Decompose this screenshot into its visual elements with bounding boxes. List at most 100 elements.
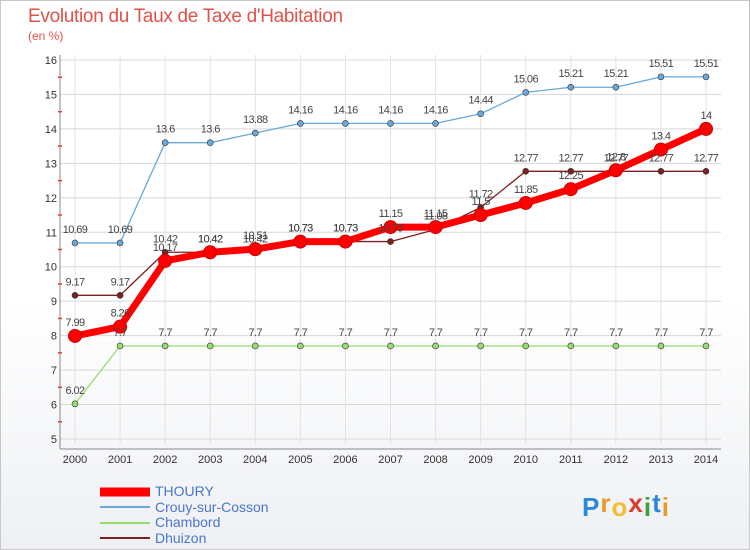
data-label: 15.51 — [694, 58, 719, 70]
data-label: 7.7 — [564, 327, 578, 339]
data-point — [518, 195, 533, 210]
data-point — [161, 342, 169, 350]
data-label: 7.7 — [519, 327, 533, 339]
legend-item: Chambord — [100, 514, 269, 531]
data-label: 12.77 — [513, 152, 538, 164]
data-label: 7.7 — [654, 327, 668, 339]
y-tick-label: 7 — [51, 365, 57, 377]
data-point — [612, 83, 620, 91]
x-tick-label: 2007 — [378, 454, 402, 466]
data-label: 7.7 — [158, 327, 172, 339]
data-point — [116, 342, 124, 350]
data-point — [699, 121, 713, 136]
data-point — [248, 242, 263, 257]
data-label: 15.21 — [559, 68, 584, 80]
data-point — [206, 139, 214, 146]
data-label: 12.8 — [606, 151, 625, 163]
logo-letter: P — [582, 492, 601, 522]
data-label: 14.16 — [288, 104, 313, 116]
data-label: 13.6 — [156, 124, 175, 136]
data-point — [522, 342, 530, 350]
legend-swatch — [100, 506, 150, 509]
legend-swatch — [100, 537, 150, 540]
data-label: 14 — [700, 110, 712, 122]
data-point — [657, 167, 665, 175]
y-tick-label: 5 — [51, 434, 57, 446]
data-point — [657, 342, 665, 350]
data-label: 10.51 — [243, 230, 268, 242]
data-label: 7.7 — [609, 327, 623, 339]
data-label: 10.42 — [198, 233, 223, 245]
data-point — [338, 234, 353, 249]
y-tick-label: 6 — [51, 400, 57, 412]
data-label: 10.73 — [378, 223, 403, 235]
data-label: 7.7 — [113, 327, 127, 339]
data-label: 15.51 — [649, 58, 674, 70]
x-tick-label: 2011 — [559, 454, 583, 466]
x-tick-label: 2006 — [333, 454, 357, 466]
y-tick-label: 8 — [51, 331, 57, 343]
data-point — [342, 342, 349, 350]
data-label: 10.73 — [333, 223, 358, 235]
data-label: 10.69 — [63, 224, 88, 236]
logo-letter: r — [600, 488, 612, 518]
x-tick-label: 2008 — [423, 454, 447, 466]
data-point — [477, 110, 484, 118]
x-tick-label: 2009 — [468, 454, 492, 466]
data-point — [612, 342, 620, 350]
data-point — [71, 292, 79, 299]
logo-letter: o — [611, 492, 629, 522]
data-point — [116, 292, 124, 299]
data-point — [206, 342, 214, 350]
data-point — [71, 400, 79, 408]
data-label: 7.7 — [203, 327, 217, 339]
data-label: 7.7 — [699, 327, 713, 339]
y-tick-label: 14 — [45, 124, 57, 136]
data-label: 10.17 — [153, 242, 178, 254]
data-point — [342, 120, 349, 127]
data-label: 10.42 — [153, 233, 178, 245]
data-point — [657, 73, 665, 81]
data-point — [432, 342, 439, 350]
data-point — [428, 220, 443, 235]
x-tick-label: 2003 — [198, 454, 222, 466]
x-tick-label: 2005 — [288, 454, 312, 466]
data-point — [387, 342, 394, 350]
x-tick-label: 2001 — [108, 454, 132, 466]
data-label: 10.42 — [198, 233, 223, 245]
data-label: 11.15 — [424, 208, 448, 220]
x-tick-label: 2000 — [63, 454, 87, 466]
data-point — [71, 239, 79, 247]
data-point — [702, 73, 710, 81]
x-tick-label: 2004 — [243, 454, 267, 466]
data-label: 7.7 — [294, 327, 308, 339]
chart-legend: THOURY Crouy-sur-Cosson Chambord Dhuizon — [100, 483, 269, 547]
data-point — [251, 342, 259, 350]
legend-label: Chambord — [155, 514, 221, 530]
data-label: 12.25 — [559, 170, 584, 182]
logo-letter: i — [661, 492, 670, 522]
data-label: 7.99 — [65, 317, 84, 329]
data-label: 14.44 — [468, 95, 493, 107]
y-tick-label: 15 — [45, 89, 57, 101]
logo-letter: x — [628, 488, 644, 518]
data-label: 7.7 — [429, 327, 443, 339]
data-label: 7.7 — [474, 327, 488, 339]
data-label: 10.69 — [108, 224, 133, 236]
data-label: 11.72 — [469, 188, 493, 200]
x-tick-label: 2010 — [513, 454, 537, 466]
data-point — [387, 120, 394, 127]
data-label: 11.85 — [514, 184, 538, 196]
x-tick-label: 2014 — [694, 454, 718, 466]
data-point — [297, 120, 304, 127]
chart-subtitle: (en %) — [28, 29, 64, 43]
legend-item: Crouy-sur-Cosson — [100, 499, 269, 516]
chart-title: Evolution du Taux de Taxe d'Habitation — [28, 6, 343, 27]
data-label: 11.08 — [424, 211, 448, 223]
data-label: 8.26 — [111, 308, 130, 320]
data-label: 7.7 — [339, 327, 353, 339]
legend-item: Dhuizon — [100, 530, 269, 547]
data-point — [522, 167, 530, 175]
y-tick-label: 12 — [45, 193, 57, 205]
proxiti-logo: Proxiti — [582, 488, 670, 522]
